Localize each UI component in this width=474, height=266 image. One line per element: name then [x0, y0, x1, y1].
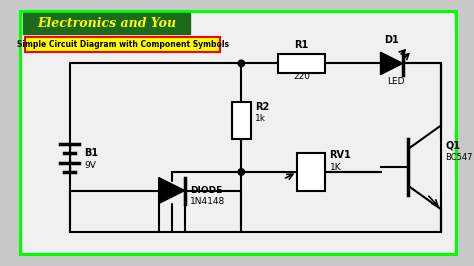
Text: Simple Circuit Diagram with Component Symbols: Simple Circuit Diagram with Component Sy…	[17, 40, 228, 49]
Text: D1: D1	[384, 35, 399, 45]
Circle shape	[238, 169, 245, 175]
Text: 220: 220	[293, 72, 310, 81]
Text: R1: R1	[294, 40, 309, 50]
Bar	[23, 13, 190, 34]
Circle shape	[238, 60, 245, 67]
Text: R2: R2	[255, 102, 270, 112]
Text: 9V: 9V	[84, 161, 96, 170]
Bar	[25, 38, 220, 52]
Text: 1N4148: 1N4148	[190, 197, 226, 206]
Text: 1K: 1K	[329, 163, 341, 172]
Text: RV1: RV1	[329, 150, 351, 160]
Text: B1: B1	[84, 148, 99, 159]
Text: 1k: 1k	[255, 114, 266, 123]
Bar	[297, 153, 325, 190]
Text: Q1: Q1	[446, 141, 460, 151]
Text: LED: LED	[388, 77, 405, 86]
Polygon shape	[381, 52, 403, 74]
Text: Electronics and You: Electronics and You	[37, 17, 176, 30]
Bar	[278, 54, 325, 73]
Text: BC547: BC547	[446, 153, 473, 162]
Text: DIODE: DIODE	[190, 186, 222, 195]
Polygon shape	[159, 177, 185, 203]
Bar	[232, 102, 251, 139]
